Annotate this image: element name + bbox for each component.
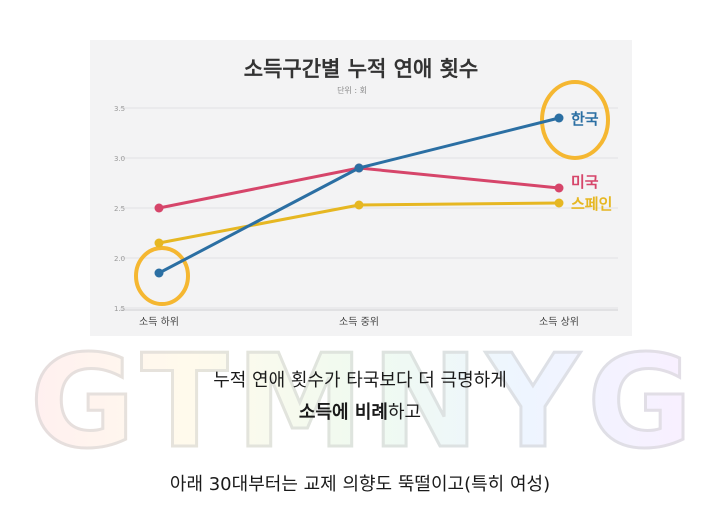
series-label: 한국 [571, 110, 599, 128]
line-chart: 소득구간별 누적 연애 횟수 단위 : 회 3.5 3.0 2.5 2.0 1.5 소득… [114, 57, 618, 328]
x-tick-label: 소득 상위 [539, 315, 579, 328]
chart-panel: 소득구간별 누적 연애 횟수 단위 : 회 3.5 3.0 2.5 2.0 1.5 소득… [90, 40, 632, 336]
caption-line-1: 누적 연애 횟수가 타국보다 더 극명하게 [213, 370, 507, 391]
data-point [154, 238, 164, 248]
caption-line-3: 아래 30대부터는 교제 의향도 뚝떨이고(특히 여성) [169, 474, 551, 495]
y-tick-label: 2.0 [114, 255, 125, 263]
caption-line-2: 소득에 비례하고 [0, 398, 720, 424]
data-point [554, 198, 564, 208]
y-tick-label: 3.5 [114, 105, 125, 113]
data-point [554, 183, 564, 193]
caption-line-2-bold: 소득에 비례 [298, 402, 388, 423]
highlight-circle-korea [540, 80, 610, 160]
y-tick-label: 1.5 [114, 305, 125, 313]
data-point [154, 268, 164, 278]
chart-title: 소득구간별 누적 연애 횟수 [244, 57, 478, 81]
data-point [354, 200, 364, 210]
y-tick-label: 2.5 [114, 205, 125, 213]
data-point [554, 113, 564, 123]
x-tick-label: 소득 중위 [339, 315, 379, 328]
data-point [354, 163, 364, 173]
x-tick-label: 소득 하위 [139, 315, 179, 328]
highlight-circle-low-income [134, 246, 190, 306]
series-label: 스페인 [571, 195, 612, 213]
y-tick-label: 3.0 [114, 155, 125, 163]
caption-line-2-rest: 하고 [387, 402, 422, 423]
data-point [154, 203, 164, 213]
series-label: 미국 [571, 173, 599, 191]
chart-subtitle: 단위 : 회 [337, 85, 367, 95]
